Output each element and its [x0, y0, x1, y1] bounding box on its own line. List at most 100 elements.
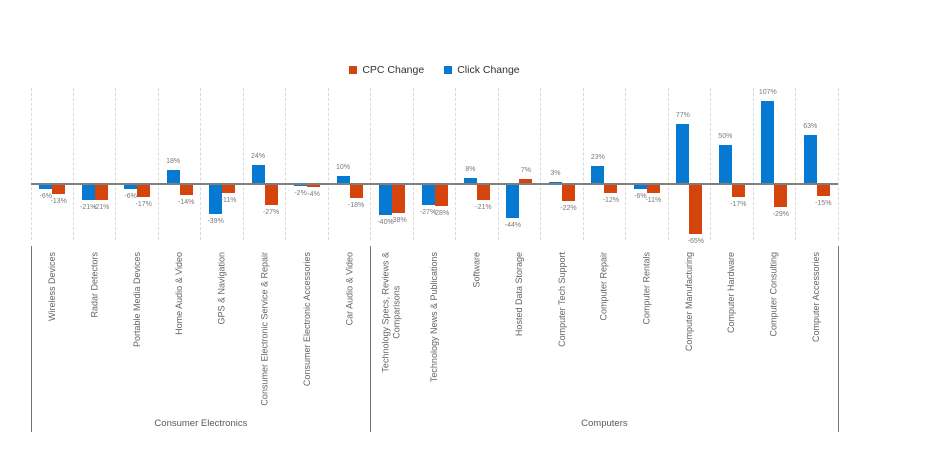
bar-cpc-change[interactable]: [434, 184, 448, 206]
data-label: -21%: [475, 204, 492, 212]
bar-cpc-change[interactable]: [264, 184, 278, 205]
data-label: -6%: [39, 192, 52, 200]
data-label: 77%: [675, 112, 690, 120]
bar-click-change[interactable]: [548, 181, 562, 184]
data-label: -22%: [560, 205, 577, 213]
category-label: Technology Specs, Reviews & Comparisons: [381, 252, 403, 373]
data-label: -12%: [602, 197, 620, 205]
group-separator: [370, 246, 372, 432]
bar-click-change[interactable]: [676, 124, 690, 184]
data-label: 63%: [803, 123, 818, 131]
bar-click-change[interactable]: [506, 184, 520, 219]
bar-click-change[interactable]: [761, 100, 775, 184]
bar-cpc-change[interactable]: [392, 184, 406, 214]
data-label: -28%: [432, 209, 450, 217]
category-gridline: [710, 88, 712, 240]
data-label: 18%: [166, 158, 181, 166]
data-label: -38%: [390, 217, 407, 225]
data-label: 24%: [251, 153, 266, 161]
bar-cpc-change[interactable]: [774, 184, 788, 207]
group-separator: [837, 246, 839, 432]
category-gridline: [540, 88, 542, 240]
data-label: -6%: [634, 192, 647, 200]
bar-click-change[interactable]: [591, 166, 605, 184]
bar-click-change[interactable]: [251, 165, 265, 184]
bar-click-change[interactable]: [718, 145, 732, 184]
data-label: -17%: [135, 201, 152, 209]
bar-cpc-change[interactable]: [94, 184, 108, 201]
data-label: -39%: [207, 218, 224, 226]
data-label: -4%: [307, 191, 320, 199]
data-label: -6%: [124, 192, 137, 200]
bar-click-change[interactable]: [124, 184, 138, 189]
category-label: Consumer Electronic Accessories: [301, 252, 312, 387]
category-label: Hosted Data Storage: [513, 252, 524, 337]
data-label: -29%: [772, 210, 789, 218]
category-label: Technology News & Publications: [429, 252, 439, 383]
bar-cpc-change[interactable]: [646, 184, 660, 193]
bar-click-change[interactable]: [166, 170, 180, 184]
bar-cpc-change[interactable]: [519, 178, 533, 184]
bar-cpc-change[interactable]: [222, 184, 236, 193]
group-separator: [30, 246, 32, 432]
legend-item-cpc_change[interactable]: CPC Change: [349, 64, 424, 76]
category-label: Computer Rentals: [641, 252, 652, 325]
data-label: 3%: [550, 169, 561, 177]
category-label: Home Audio & Video: [174, 252, 185, 335]
data-label: -21%: [80, 204, 97, 212]
data-label: -21%: [93, 204, 110, 212]
bar-cpc-change[interactable]: [731, 184, 745, 198]
category-label: Radar Detectors: [89, 252, 100, 318]
category-label: Computer Manufacturing: [683, 252, 694, 352]
data-label: 50%: [718, 133, 733, 141]
category-gridline: [625, 88, 627, 240]
category-gridline: [837, 88, 839, 240]
category-label: Computer Consulting: [768, 252, 779, 337]
category-gridline: [72, 88, 74, 240]
category-label: GPS & Navigation: [216, 252, 227, 325]
bar-click-change[interactable]: [81, 184, 95, 201]
category-gridline: [667, 88, 669, 240]
bar-cpc-change[interactable]: [307, 184, 321, 188]
data-label: -18%: [347, 201, 365, 209]
bar-cpc-change[interactable]: [349, 184, 363, 198]
legend-item-click_change[interactable]: Click Change: [444, 64, 520, 76]
category-label: Computer Accessories: [811, 252, 822, 343]
category-gridline: [242, 88, 244, 240]
group-label: Consumer Electronics: [154, 418, 248, 429]
bar-cpc-change[interactable]: [604, 184, 618, 194]
bar-click-change[interactable]: [633, 184, 647, 189]
bar-cpc-change[interactable]: [689, 184, 703, 235]
bar-click-change[interactable]: [803, 135, 817, 184]
bar-cpc-change[interactable]: [52, 184, 66, 195]
bar-click-change[interactable]: [39, 184, 53, 189]
data-label: 107%: [758, 88, 777, 96]
bar-click-change[interactable]: [379, 184, 393, 216]
category-gridline: [30, 88, 32, 240]
category-gridline: [370, 88, 372, 240]
legend-swatch-click_change: [444, 66, 453, 74]
category-gridline: [412, 88, 414, 240]
category-label: Computer Hardware: [726, 252, 737, 334]
bar-cpc-change[interactable]: [137, 184, 151, 198]
category-gridline: [582, 88, 584, 240]
data-label: -44%: [504, 222, 522, 230]
bar-click-change[interactable]: [421, 184, 435, 205]
category-label: Wireless Devices: [46, 252, 57, 322]
data-label: -40%: [377, 219, 394, 227]
bar-click-change[interactable]: [463, 177, 477, 184]
category-gridline: [327, 88, 329, 240]
category-gridline: [200, 88, 202, 240]
data-label: 10%: [336, 164, 351, 172]
bar-cpc-change[interactable]: [179, 184, 193, 195]
category-gridline: [455, 88, 457, 240]
category-label: Consumer Electronic Service & Repair: [259, 252, 270, 406]
x-axis-line: [31, 183, 838, 185]
bar-cpc-change[interactable]: [561, 184, 575, 202]
bar-cpc-change[interactable]: [476, 184, 490, 201]
bar-cpc-change[interactable]: [816, 184, 830, 196]
data-label: -17%: [730, 201, 747, 209]
bar-click-change[interactable]: [209, 184, 223, 215]
bar-click-change[interactable]: [336, 176, 350, 184]
